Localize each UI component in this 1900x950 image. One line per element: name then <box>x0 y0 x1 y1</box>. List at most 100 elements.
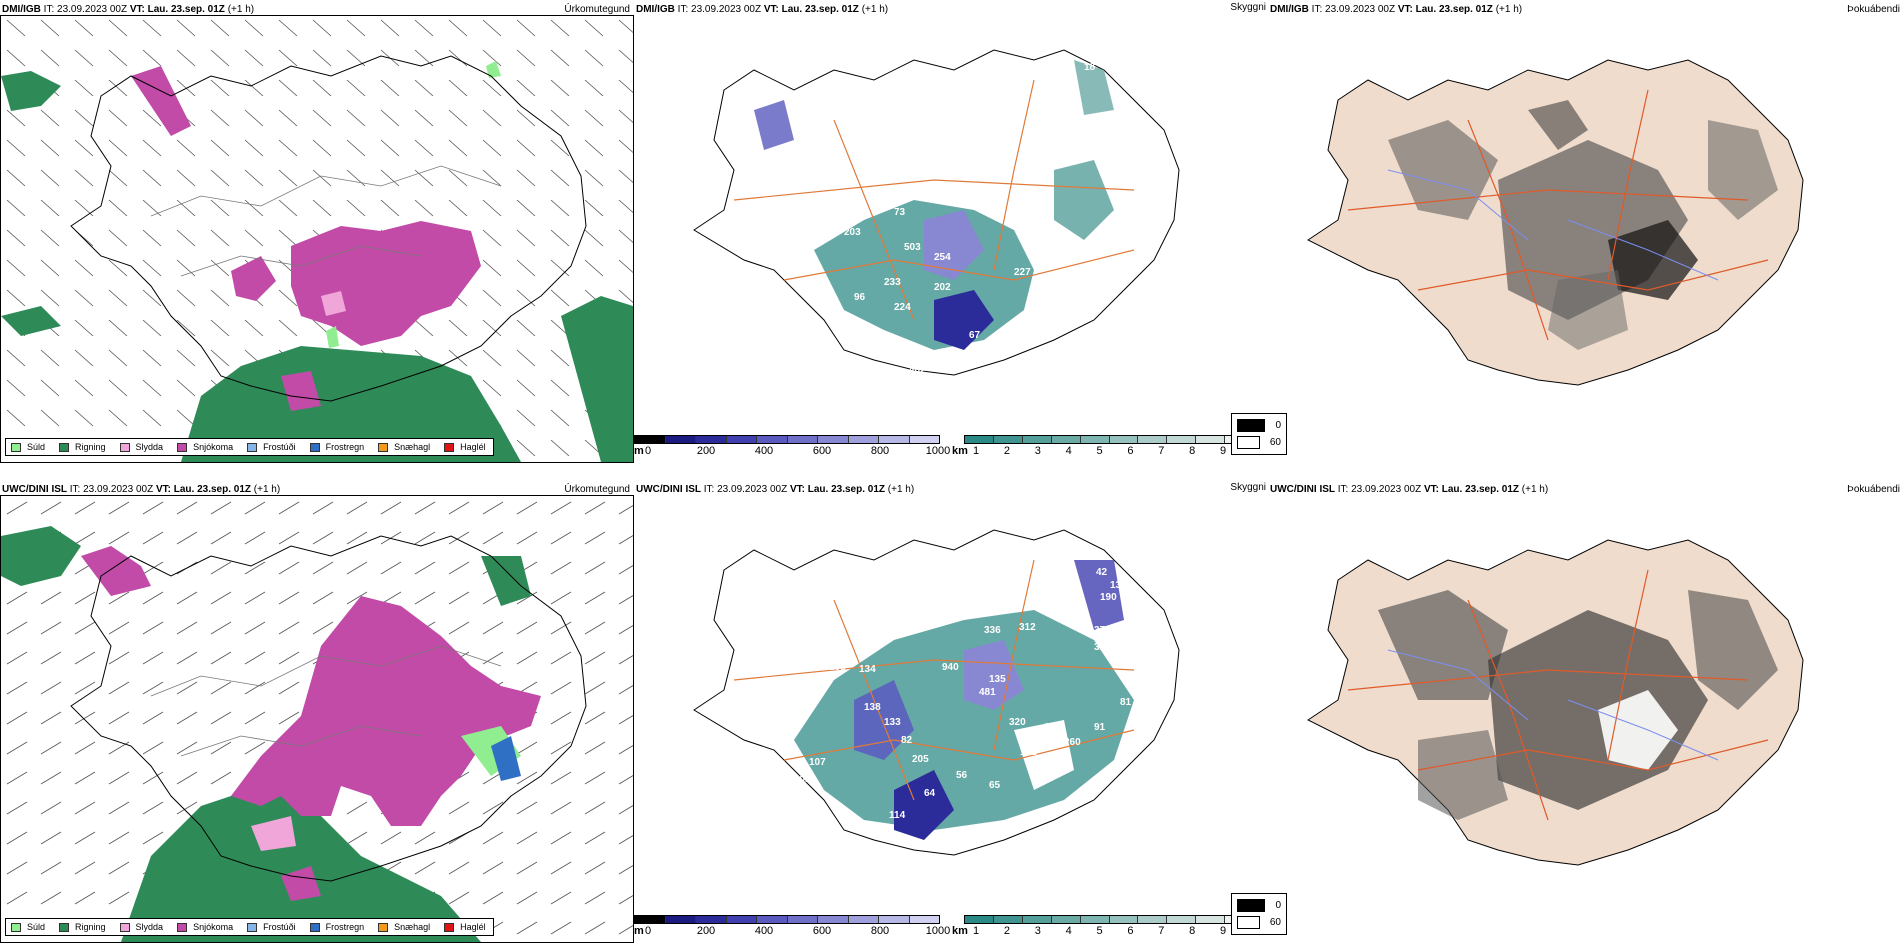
lead-time: (+1 h) <box>227 4 255 15</box>
visibility-map-svg: 18 166 302 73 13 203 503 254 202 233 96 … <box>693 49 1180 401</box>
map-label: 81 <box>1120 697 1132 708</box>
colorbar-swatch <box>818 436 849 443</box>
map-label: 986 <box>1054 592 1071 603</box>
panel-title: Þokuábendi <box>1847 4 1900 15</box>
map-label: 161 <box>1084 297 1101 308</box>
fog-map[interactable] <box>1268 500 1900 920</box>
vt-label: VT: <box>763 4 779 15</box>
lead-time: (+1 h) <box>887 484 915 495</box>
map-label: 202 <box>934 282 951 293</box>
ceiling-colorbar-swatches <box>634 435 940 444</box>
colorbar-tick: 200 <box>696 445 716 457</box>
map-label: 190 <box>1100 592 1117 603</box>
precip-map[interactable]: Súld Rigning Slydda Snjókoma Frostúði Fr… <box>0 495 634 943</box>
legend-item: Frostregn <box>309 442 364 452</box>
colorbar-swatch <box>879 436 910 443</box>
visibility-panel: UWC/DINI ISL IT: 23.09.2023 00Z VT: Lau.… <box>634 480 1268 950</box>
ceiling-colorbar-swatches <box>634 915 940 924</box>
lead-time: (+1 h) <box>253 484 281 495</box>
fog-map[interactable] <box>1268 20 1900 440</box>
panel-title: Skyggni <box>1230 2 1266 13</box>
map-label: 302 <box>954 160 971 171</box>
colorbar-tick: 8 <box>1189 925 1196 937</box>
colorbar-swatch <box>1022 436 1052 443</box>
visibility-map[interactable]: 18 166 302 73 13 203 503 254 202 233 96 … <box>634 20 1268 430</box>
colorbar-swatch <box>665 916 696 923</box>
vt-label: VT: <box>789 484 805 495</box>
colorbar-tick: 400 <box>754 925 774 937</box>
ceiling-unit: m <box>634 445 644 457</box>
map-label: 133 <box>884 717 901 728</box>
colorbar-swatch <box>787 436 818 443</box>
it-value: 23.09.2023 00Z <box>691 4 762 15</box>
ceiling-ticks: 0 200 400 600 800 1000 <box>645 925 950 939</box>
legend-item: Súld <box>11 922 45 932</box>
colorbar-tick: 9 <box>1220 445 1227 457</box>
map-label: 233 <box>884 277 901 288</box>
fog-panel: UWC/DINI ISL IT: 23.09.2023 00Z VT: Lau.… <box>1231 480 1900 950</box>
map-label: 105 <box>829 662 846 673</box>
model-name: UWC/DINI ISL <box>1270 484 1335 495</box>
colorbar-swatch <box>635 436 666 443</box>
map-label: 13 <box>814 222 826 233</box>
colorbar-tick: 3 <box>1034 445 1041 457</box>
map-label: 170 <box>1044 722 1061 733</box>
map-label: 91 <box>1094 722 1106 733</box>
map-label: 336 <box>984 625 1001 636</box>
colorbar-tick: 7 <box>1158 925 1165 937</box>
vt-value: Lau. 23.sep. 01Z <box>807 484 886 495</box>
visibility-map[interactable]: 42 138 190 986 148 336 312 378 320 940 1… <box>634 500 1268 910</box>
panel-title: Þokuábendi <box>1847 484 1900 495</box>
lead-time: (+1 h) <box>861 4 889 15</box>
colorbar-swatch <box>1051 436 1081 443</box>
row-2: UWC/DINI ISL IT: 23.09.2023 00Z VT: Lau.… <box>0 480 1900 950</box>
vt-value: Lau. 23.sep. 01Z <box>1415 4 1493 15</box>
colorbar-swatch <box>635 916 666 923</box>
colorbar-tick: 800 <box>870 445 890 457</box>
ceiling-unit: m <box>634 925 644 937</box>
legend-item: Rigning <box>59 442 106 452</box>
precip-map-svg <box>1 16 633 462</box>
ceiling-colorbar: m 0 200 400 600 800 1000 <box>634 435 950 465</box>
it-label: IT: <box>1337 484 1349 495</box>
map-label: 135 <box>989 674 1006 685</box>
model-name: DMI/IGB <box>2 4 41 15</box>
map-label: 378 <box>1094 625 1111 636</box>
map-label: 203 <box>844 227 861 238</box>
colorbar-swatch <box>757 916 788 923</box>
fog-map-svg <box>1307 539 1804 866</box>
colorbar-swatch <box>993 436 1023 443</box>
panel-header: UWC/DINI ISL IT: 23.09.2023 00Z VT: Lau.… <box>636 484 914 495</box>
colorbar-swatch <box>1080 436 1110 443</box>
map-label: 169 <box>789 340 806 351</box>
precip-type-panel: DMI/IGB IT: 23.09.2023 00Z VT: Lau. 23.s… <box>0 0 634 470</box>
map-label: 42 <box>1096 567 1108 578</box>
legend-item: Súld <box>11 442 45 452</box>
it-value: 23.09.2023 00Z <box>83 484 154 495</box>
map-label: 18 <box>1084 62 1096 73</box>
map-label: 64 <box>924 788 936 799</box>
map-label: 184 <box>1054 750 1071 761</box>
colorbar-swatch <box>757 436 788 443</box>
legend-item: Snæhagl <box>378 922 430 932</box>
fog-panel: DMI/IGB IT: 23.09.2023 00Z VT: Lau. 23.s… <box>1231 0 1900 470</box>
precip-map[interactable]: Súld Rigning Slydda Snjókoma Frostúði Fr… <box>0 15 634 463</box>
map-label: 260 <box>1064 737 1081 748</box>
map-label: 83 <box>1019 334 1031 345</box>
colorbar-tick: 600 <box>812 445 832 457</box>
it-value: 23.09.2023 00Z <box>1325 4 1396 15</box>
colorbar-swatch <box>909 916 939 923</box>
colorbar-swatch <box>1109 436 1139 443</box>
row-1: DMI/IGB IT: 23.09.2023 00Z VT: Lau. 23.s… <box>0 0 1900 470</box>
colorbar-tick: 4 <box>1065 925 1072 937</box>
colorbar-swatch <box>965 436 994 443</box>
legend-item: Snæhagl <box>378 442 430 452</box>
model-name: DMI/IGB <box>1270 4 1309 15</box>
colorbar-tick: 2 <box>1003 925 1010 937</box>
map-label: 481 <box>979 687 996 698</box>
visibility-unit: km <box>952 925 968 937</box>
colorbar-swatch <box>1109 916 1139 923</box>
colorbar-swatch <box>993 916 1023 923</box>
visibility-unit: km <box>952 445 968 457</box>
colorbar-swatch <box>1051 916 1081 923</box>
